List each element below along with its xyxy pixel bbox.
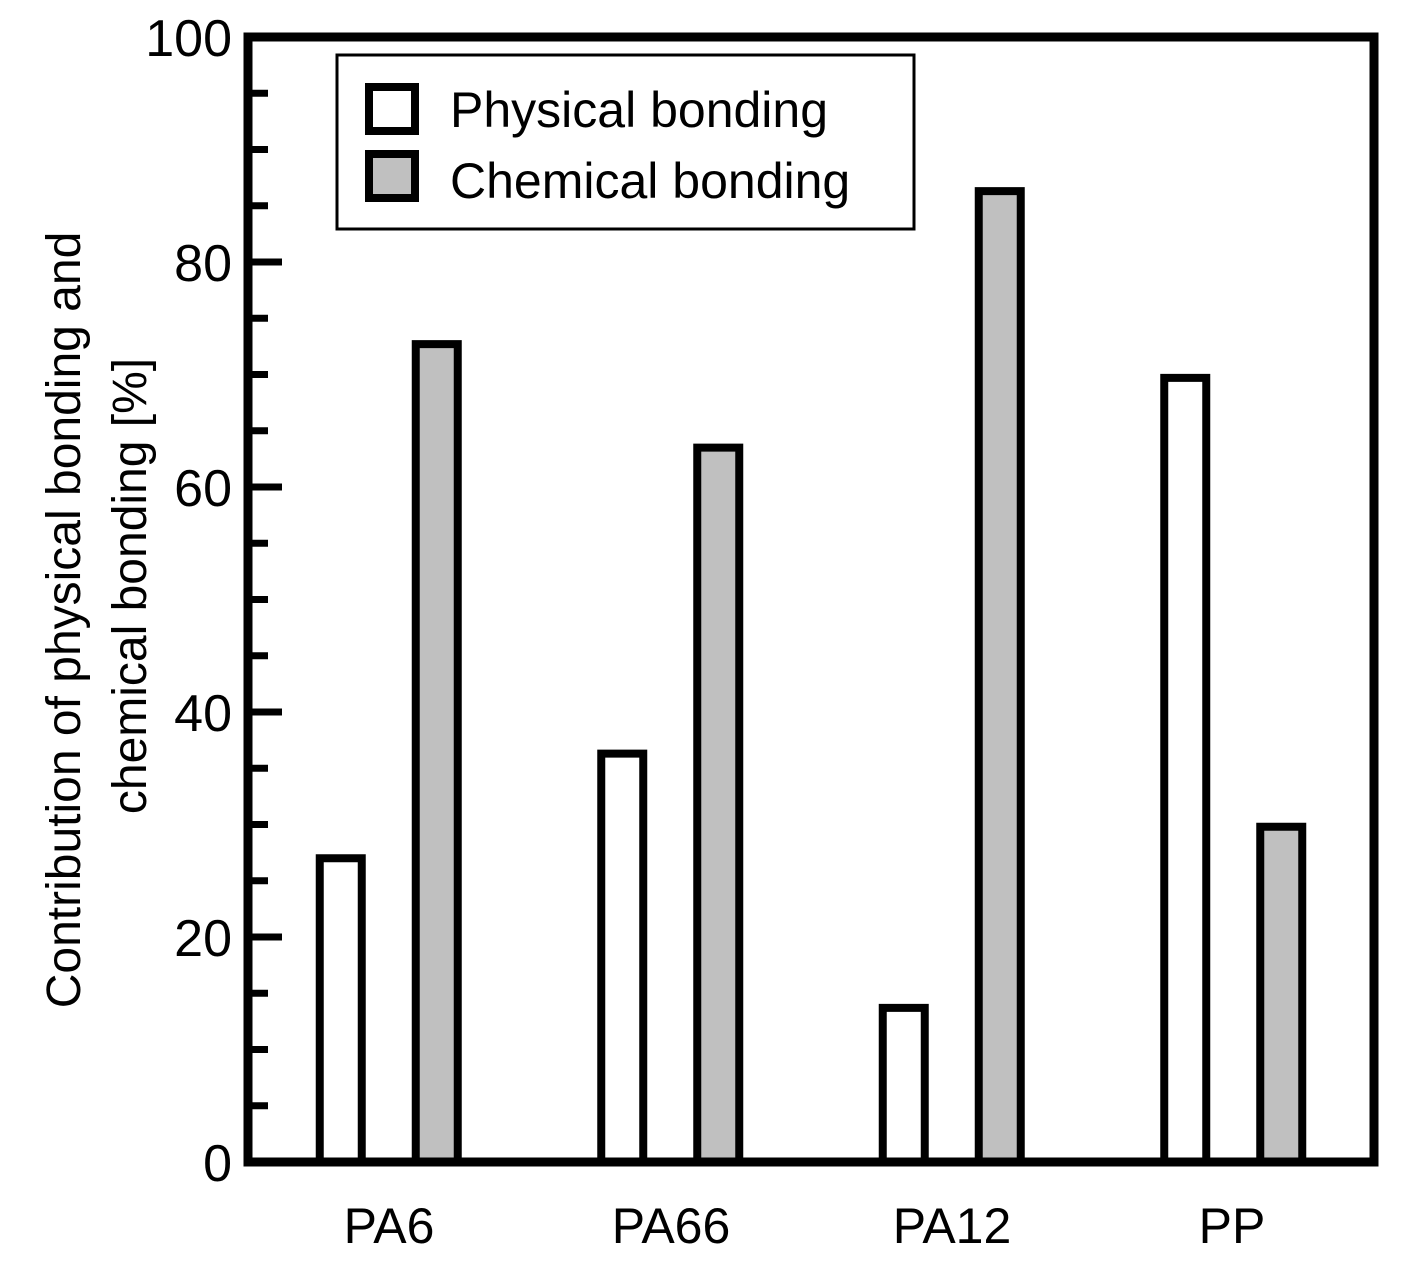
x-label-pa12: PA12 <box>893 1198 1012 1254</box>
y-tick-label-60: 60 <box>174 460 232 518</box>
bar-pp-physical <box>1160 373 1211 1166</box>
y-tick-label-20: 20 <box>174 910 232 968</box>
legend-swatch-chemical <box>365 150 419 202</box>
legend-box <box>335 53 916 231</box>
bar-pa12-chemical <box>974 187 1025 1166</box>
y-axis-ticks <box>248 33 282 1166</box>
y-tick-label-40: 40 <box>174 685 232 743</box>
legend-label-physical: Physical bonding <box>450 82 828 138</box>
bar-pa6-physical <box>315 854 366 1166</box>
bars <box>315 187 1307 1166</box>
y-axis-title: Contribution of physical bonding and che… <box>38 232 157 1009</box>
bar-pa6-chemical <box>411 340 462 1166</box>
y-tick-label-0: 0 <box>203 1135 232 1193</box>
x-label-pp: PP <box>1199 1198 1266 1254</box>
legend-label-chemical: Chemical bonding <box>450 153 850 209</box>
bar-pp-chemical <box>1256 822 1307 1166</box>
plot-frame <box>243 32 1379 1167</box>
x-category-labels: PA6 PA66 PA12 PP <box>344 1198 1266 1254</box>
x-label-pa66: PA66 <box>612 1198 731 1254</box>
y-tick-label-80: 80 <box>174 235 232 293</box>
y-axis-title-line-1: Contribution of physical bonding and <box>38 232 91 1009</box>
y-tick-labels: 0 20 40 60 80 100 <box>145 10 232 1193</box>
bar-pa66-physical <box>597 749 648 1166</box>
bar-pa12-physical <box>878 1003 929 1166</box>
x-label-pa6: PA6 <box>344 1198 435 1254</box>
y-tick-label-100: 100 <box>145 10 232 68</box>
y-axis-title-line-2: chemical bonding [%] <box>104 358 157 814</box>
legend: Physical bonding Chemical bonding <box>335 53 916 231</box>
legend-swatch-physical <box>365 83 419 135</box>
bar-pa66-chemical <box>693 443 744 1166</box>
